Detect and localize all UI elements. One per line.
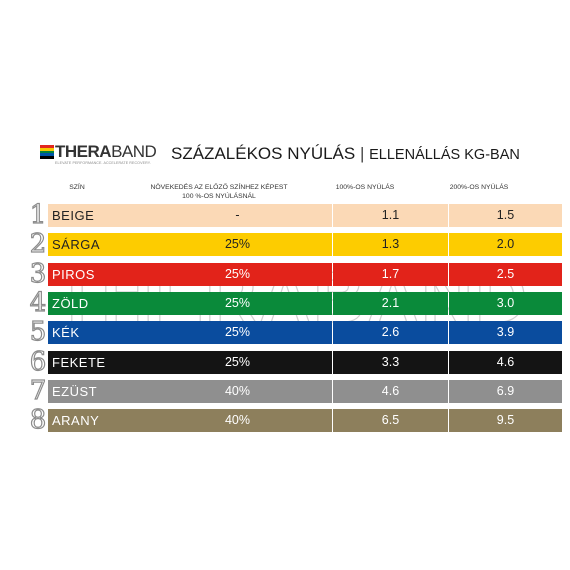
- band-color-name: ZÖLD: [48, 291, 143, 315]
- resistance-200: 2.0: [449, 233, 562, 257]
- table-row: 5 KÉK 25% 2.6 3.9: [28, 317, 562, 348]
- header-increase-line2: 100 %-OS NYÚLÁSNÁL: [182, 193, 256, 200]
- resistance-100: 1.7: [333, 262, 448, 286]
- title-separator: |: [359, 144, 365, 163]
- band-color-name: SÁRGA: [48, 233, 143, 257]
- band-color-name: BEIGE: [48, 204, 143, 227]
- resistance-200: 2.5: [449, 262, 562, 286]
- resistance-200: 9.5: [449, 409, 562, 433]
- theraband-logo: THERABAND ELEVATE PERFORMANCE. ACCELERAT…: [40, 141, 160, 171]
- resistance-100: 2.1: [333, 291, 448, 315]
- header-increase: NÖVEKEDÉS AZ ELŐZŐ SZÍNHEZ KÉPEST 100 %-…: [124, 183, 314, 201]
- table-row: 2 SÁRGA 25% 1.3 2.0: [28, 229, 562, 260]
- band-color-name: EZÜST: [48, 379, 143, 403]
- increase-percent: 25%: [143, 233, 332, 257]
- header-200: 200%-OS NYÚLÁS: [449, 184, 509, 191]
- increase-percent: 25%: [143, 291, 332, 315]
- row-number: 5: [29, 317, 47, 348]
- band-color-name: FEKETE: [48, 350, 143, 374]
- logo-stripe: [40, 156, 54, 159]
- band-color-name: PIROS: [48, 262, 143, 286]
- row-number: 3: [29, 258, 47, 289]
- page-title: SZÁZALÉKOS NYÚLÁS | ELLENÁLLÁS KG-BAN: [171, 144, 520, 164]
- resistance-100: 2.6: [333, 321, 448, 345]
- resistance-100: 4.6: [333, 379, 448, 403]
- header-increase-line1: NÖVEKEDÉS AZ ELŐZŐ SZÍNHEZ KÉPEST: [150, 184, 288, 191]
- resistance-200: 6.9: [449, 379, 562, 403]
- increase-percent: 25%: [143, 262, 332, 286]
- increase-percent: 40%: [143, 409, 332, 433]
- header-100: 100%-OS NYÚLÁS: [335, 184, 395, 191]
- band-color-name: KÉK: [48, 321, 143, 345]
- table-row: 1 BEIGE - 1.1 1.5: [28, 200, 562, 230]
- band-color-name: ARANY: [48, 409, 143, 433]
- logo-stripes-icon: [40, 145, 54, 159]
- increase-percent: 25%: [143, 350, 332, 374]
- row-number: 7: [29, 375, 47, 406]
- table-row: 3 PIROS 25% 1.7 2.5: [28, 258, 562, 289]
- logo-stripe: [40, 145, 54, 148]
- resistance-100: 3.3: [333, 350, 448, 374]
- row-number: 6: [29, 346, 47, 377]
- logo-stripe: [40, 150, 54, 154]
- table-row: 8 ARANY 40% 6.5 9.5: [28, 405, 562, 436]
- row-number: 4: [29, 287, 47, 318]
- logo-tagline: ELEVATE PERFORMANCE. ACCELERATE RECOVERY…: [55, 161, 151, 165]
- row-number: 1: [29, 200, 47, 230]
- table-row: 6 FEKETE 25% 3.3 4.6: [28, 346, 562, 377]
- resistance-100: 6.5: [333, 409, 448, 433]
- resistance-200: 1.5: [449, 204, 562, 227]
- resistance-100: 1.3: [333, 233, 448, 257]
- logo-wordmark: THERABAND: [55, 142, 157, 161]
- resistance-200: 3.0: [449, 291, 562, 315]
- logo-stripe: [40, 153, 54, 157]
- resistance-200: 3.9: [449, 321, 562, 345]
- title-subtitle: ELLENÁLLÁS KG-BAN: [369, 147, 520, 163]
- header-color: SZÍN: [69, 184, 85, 191]
- table-row: 7 EZÜST 40% 4.6 6.9: [28, 375, 562, 406]
- row-number: 2: [29, 229, 47, 260]
- row-number: 8: [29, 405, 47, 436]
- increase-percent: -: [143, 204, 332, 227]
- resistance-100: 1.1: [333, 204, 448, 227]
- increase-percent: 25%: [143, 321, 332, 345]
- logo-stripe: [40, 147, 54, 151]
- resistance-200: 4.6: [449, 350, 562, 374]
- table-row: 4 ZÖLD 25% 2.1 3.0: [28, 287, 562, 318]
- title-main: SZÁZALÉKOS NYÚLÁS: [171, 144, 356, 163]
- increase-percent: 40%: [143, 379, 332, 403]
